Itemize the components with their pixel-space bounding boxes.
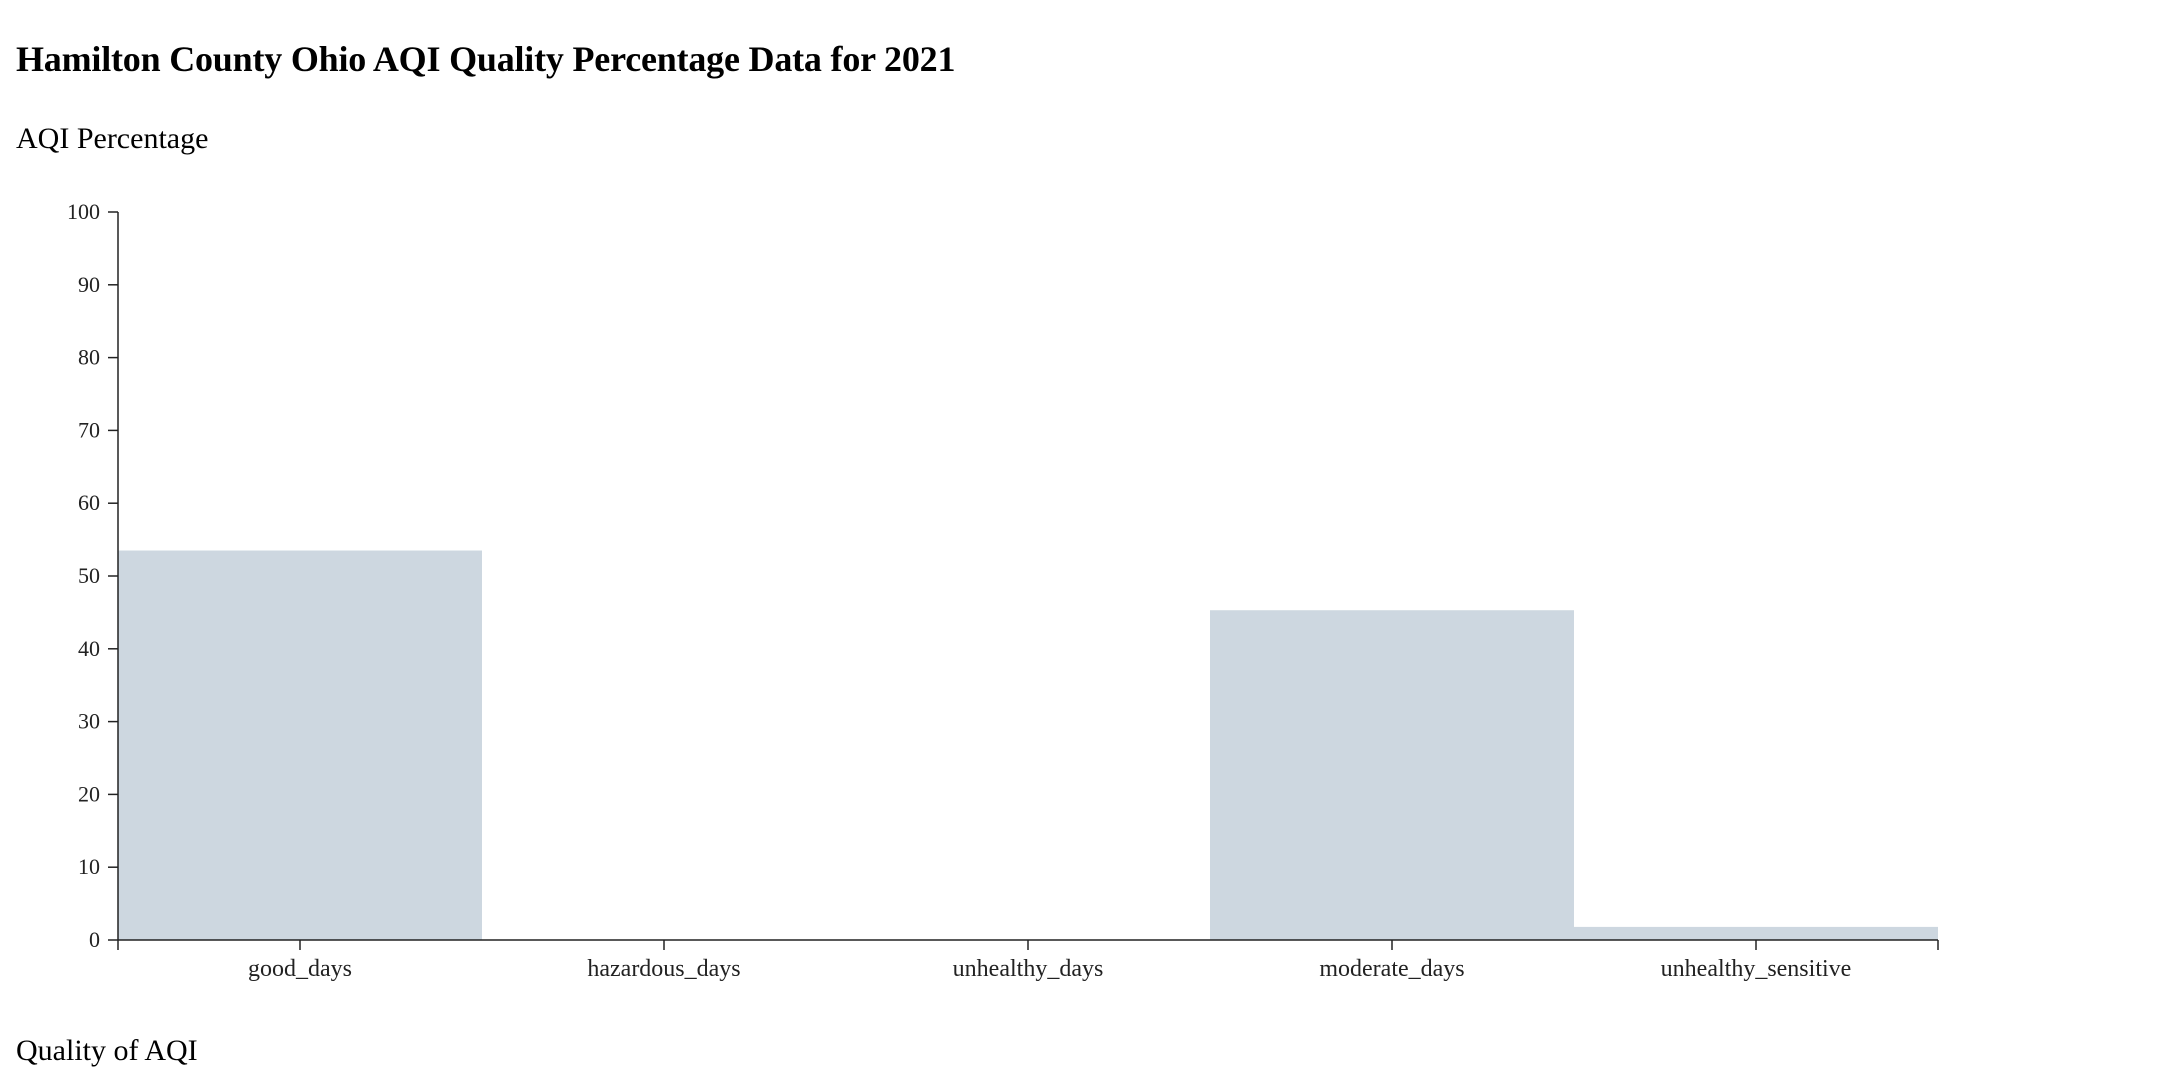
y-tick-label: 90 [78, 272, 100, 297]
y-axis-title: AQI Percentage [16, 122, 209, 155]
page-title: Hamilton County Ohio AQI Quality Percent… [16, 39, 956, 79]
bar-unhealthy_sensitive [1574, 926, 1938, 940]
x-tick-label: unhealthy_sensitive [1661, 956, 1852, 982]
y-tick-label: 100 [67, 199, 100, 224]
x-tick-label: hazardous_days [587, 956, 740, 982]
bars-layer [118, 550, 1938, 940]
axes-layer: 0 10 20 30 40 50 60 70 80 90 100 good_days hazardous… [67, 199, 1939, 982]
bar-moderate_days [1210, 610, 1574, 940]
x-axis-title: Quality of AQI [16, 1034, 198, 1067]
y-tick-label: 10 [78, 854, 100, 879]
y-tick-label: 30 [78, 709, 100, 734]
y-tick-label: 40 [78, 636, 100, 661]
y-tick-label: 0 [89, 927, 100, 952]
y-tick-label: 60 [78, 490, 100, 515]
x-tick-label: good_days [248, 956, 352, 982]
y-tick-label: 70 [78, 417, 100, 442]
bar-good_days [118, 550, 482, 940]
y-tick-label: 80 [78, 345, 100, 370]
x-tick-label: moderate_days [1319, 956, 1464, 982]
x-tick-label: unhealthy_days [953, 956, 1104, 982]
y-tick-label: 50 [78, 563, 100, 588]
y-tick-label: 20 [78, 781, 100, 806]
